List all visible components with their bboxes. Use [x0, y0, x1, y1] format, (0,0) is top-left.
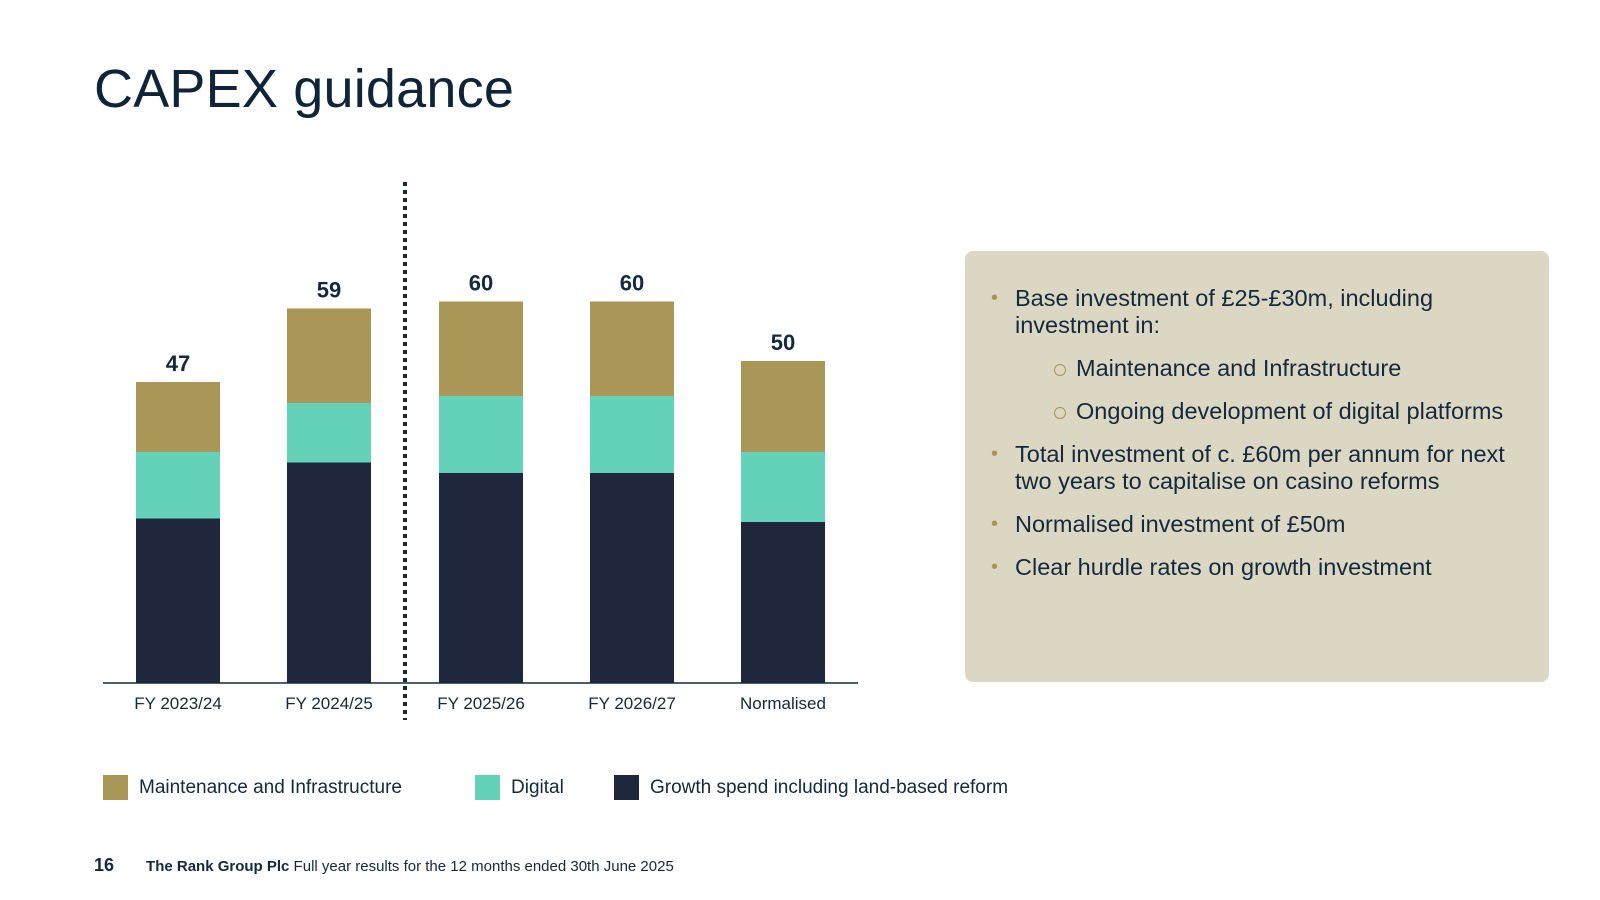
- x-tick-label-normalised: Normalised: [740, 694, 826, 713]
- legend-swatch-maintenance: [103, 775, 128, 800]
- bullet-text: Ongoing development of digital platforms: [1076, 398, 1504, 424]
- bullet-dot-icon: •: [991, 513, 999, 535]
- bullet-text: Base investment of £25-£30m, including i…: [1015, 285, 1434, 338]
- x-tick-label-fy-2023-24: FY 2023/24: [134, 694, 222, 713]
- bullet-normalised-investment: • Normalised investment of £50m: [991, 511, 1525, 538]
- legend-label-maintenance: Maintenance and Infrastructure: [139, 776, 402, 798]
- guidance-list: • Base investment of £25-£30m, including…: [991, 285, 1525, 581]
- page-number: 16: [94, 855, 115, 875]
- total-label-fy-2023-24: 47: [166, 351, 190, 376]
- bar-segment-growth-normalised: [741, 522, 825, 683]
- legend-label-growth: Growth spend including land-based reform: [650, 776, 1009, 798]
- bullet-dot-icon: •: [991, 556, 999, 578]
- guidance-panel: • Base investment of £25-£30m, including…: [965, 251, 1549, 682]
- bullet-base-investment: • Base investment of £25-£30m, including…: [991, 285, 1525, 339]
- footer-text: Full year results for the 12 months ende…: [289, 858, 674, 875]
- capex-bar-chart: 47 FY 2023/24 59 FY 2024/25 60 FY 2025/26 60 FY…: [103, 182, 858, 720]
- bar-segment-digital-fy-2024-25: [287, 403, 371, 463]
- bar-segment-growth-fy-2025-26: [439, 473, 523, 683]
- legend-item-maintenance: Maintenance and Infrastructure: [103, 775, 402, 800]
- legend-label-digital: Digital: [511, 776, 564, 798]
- bullet-ring-icon: [1054, 407, 1066, 419]
- legend-swatch-growth: [614, 775, 639, 800]
- legend-item-growth: Growth spend including land-based reform: [614, 775, 1008, 800]
- bar-segment-growth-fy-2026-27: [590, 473, 674, 683]
- bullet-hurdle-rates: • Clear hurdle rates on growth investmen…: [991, 554, 1525, 581]
- legend-item-digital: Digital: [475, 775, 564, 800]
- total-label-fy-2026-27: 60: [620, 271, 644, 296]
- total-label-normalised: 50: [771, 330, 795, 355]
- bar-segment-maintenance-fy-2024-25: [287, 308, 371, 403]
- x-tick-label-fy-2026-27: FY 2026/27: [588, 694, 676, 713]
- total-label-fy-2025-26: 60: [469, 271, 493, 296]
- bar-segment-digital-fy-2023-24: [136, 452, 220, 519]
- bar-segment-digital-normalised: [741, 452, 825, 522]
- total-label-fy-2024-25: 59: [317, 278, 341, 303]
- bar-segment-digital-fy-2025-26: [439, 396, 523, 473]
- bullet-dot-icon: •: [991, 287, 999, 309]
- bullet-text: Normalised investment of £50m: [1015, 511, 1346, 537]
- sub-bullet-maintenance: Maintenance and Infrastructure: [991, 355, 1525, 382]
- bar-segment-maintenance-normalised: [741, 361, 825, 452]
- bar-segment-maintenance-fy-2025-26: [439, 301, 523, 396]
- bar-segment-maintenance-fy-2023-24: [136, 382, 220, 452]
- bullet-dot-icon: •: [991, 443, 999, 465]
- footer: 16 The Rank Group Plc Full year results f…: [94, 855, 674, 876]
- x-tick-label-fy-2025-26: FY 2025/26: [437, 694, 525, 713]
- bullet-text: Maintenance and Infrastructure: [1076, 355, 1402, 381]
- bullet-total-investment: • Total investment of c. £60m per annum …: [991, 441, 1525, 495]
- x-tick-label-fy-2024-25: FY 2024/25: [285, 694, 373, 713]
- bar-segment-growth-fy-2023-24: [136, 518, 220, 683]
- bullet-text: Total investment of c. £60m per annum fo…: [1015, 441, 1505, 494]
- legend-swatch-digital: [475, 775, 500, 800]
- bullet-text: Clear hurdle rates on growth investment: [1015, 554, 1432, 580]
- bar-segment-growth-fy-2024-25: [287, 462, 371, 683]
- sub-bullet-digital: Ongoing development of digital platforms: [991, 398, 1525, 425]
- page-title: CAPEX guidance: [94, 59, 515, 119]
- bar-segment-maintenance-fy-2026-27: [590, 301, 674, 396]
- bullet-ring-icon: [1054, 364, 1066, 376]
- footer-company: The Rank Group Plc: [146, 858, 290, 875]
- bar-segment-digital-fy-2026-27: [590, 396, 674, 473]
